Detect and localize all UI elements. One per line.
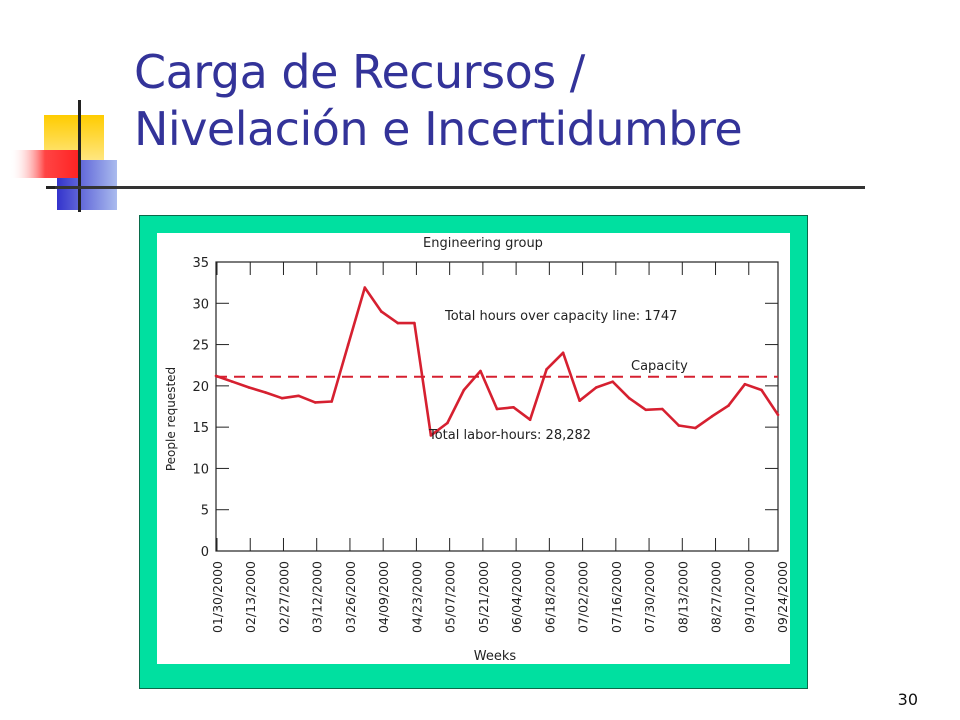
series-point [677, 424, 681, 427]
series-point [627, 396, 631, 400]
page-number: 30 [897, 690, 918, 709]
x-tick-label: 08/13/2000 [675, 561, 690, 633]
series-point [561, 351, 565, 355]
annotation-total-labor-hours: Total labor-hours: 28,282 [428, 428, 591, 443]
series-point [545, 368, 548, 371]
series-point [363, 286, 367, 289]
x-tick-label: 04/23/2000 [409, 561, 424, 633]
decorative-logo [0, 0, 140, 220]
x-tick-label: 08/27/2000 [709, 561, 724, 633]
x-tick-label: 05/07/2000 [443, 561, 458, 633]
x-tick-label: 07/30/2000 [642, 561, 657, 633]
series-point [429, 434, 433, 437]
slide-title: Carga de Recursos / Nivelación e Incerti… [134, 44, 934, 158]
y-tick-label: 35 [192, 256, 209, 271]
series-point [760, 388, 763, 392]
x-tick-label: 09/10/2000 [742, 561, 757, 633]
x-tick-label: 02/27/2000 [276, 561, 291, 633]
series-point [594, 386, 598, 389]
plot-area [215, 261, 779, 552]
series-point [247, 386, 251, 389]
y-tick-label: 10 [192, 462, 209, 477]
y-tick-label: 30 [192, 297, 209, 312]
series-point [727, 404, 730, 407]
series-point [611, 380, 614, 383]
series-point [297, 394, 300, 398]
x-tick-label: 05/21/2000 [476, 561, 491, 633]
x-tick-label: 06/04/2000 [509, 561, 524, 633]
chart-panel: Engineering group People requested Weeks… [157, 233, 790, 664]
y-tick-label: 0 [201, 545, 209, 560]
series-point [495, 407, 499, 411]
x-tick-label: 09/24/2000 [775, 561, 790, 633]
x-tick-label: 03/26/2000 [343, 561, 358, 633]
x-tick-label: 07/16/2000 [609, 561, 624, 633]
y-tick-label: 25 [192, 339, 209, 354]
y-tick-label: 20 [192, 380, 209, 395]
x-tick-label: 02/13/2000 [243, 561, 258, 633]
x-tick-label: 07/02/2000 [576, 561, 591, 633]
series-point [380, 310, 383, 313]
series-point [710, 415, 714, 418]
series-point [512, 406, 515, 409]
series-point [280, 396, 284, 400]
x-axis-label: Weeks [474, 649, 517, 664]
annotation-over-capacity: Total hours over capacity line: 1747 [444, 309, 677, 324]
y-tick-label: 15 [192, 421, 209, 436]
y-axis-label: People requested [164, 367, 178, 471]
slide-title-line-2: Nivelación e Incertidumbre [134, 102, 743, 156]
x-tick-label: 06/18/2000 [542, 561, 557, 633]
series-point [413, 321, 416, 325]
series-point [743, 382, 747, 386]
series-point [346, 343, 350, 346]
series-point [661, 407, 664, 411]
series-point [313, 401, 317, 404]
series-point [396, 321, 400, 325]
series-point [264, 391, 267, 394]
slide-title-line-1: Carga de Recursos / [134, 45, 585, 99]
line-chart: Engineering group People requested Weeks… [164, 236, 790, 664]
series-point [214, 374, 218, 378]
series-point [776, 413, 780, 417]
series-point [644, 408, 648, 412]
series-point [694, 426, 697, 430]
series-point [330, 400, 333, 403]
chart-title: Engineering group [423, 236, 543, 251]
x-tick-label: 04/09/2000 [376, 561, 391, 633]
capacity-label: Capacity [631, 359, 688, 374]
title-divider [55, 186, 865, 189]
series-point [528, 418, 532, 421]
x-tick-label: 01/30/2000 [210, 561, 225, 633]
series-point [231, 380, 234, 383]
series-point [446, 421, 449, 425]
x-tick-label: 03/12/2000 [310, 561, 325, 633]
y-tick-label: 5 [201, 504, 209, 519]
series-point [578, 399, 581, 402]
series-point [479, 369, 482, 373]
series-point [462, 388, 466, 392]
